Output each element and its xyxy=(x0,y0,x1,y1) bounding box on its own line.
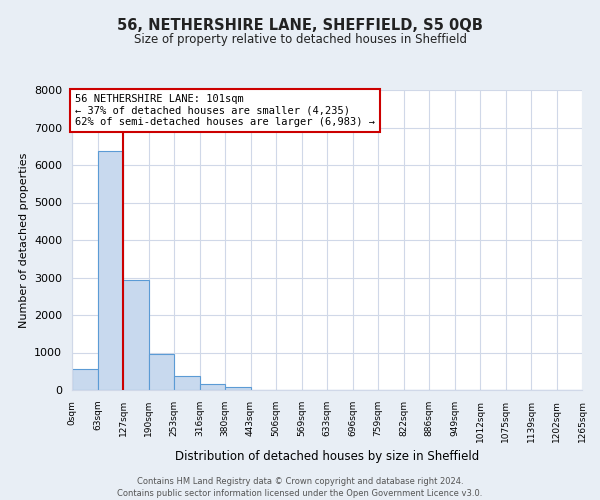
Bar xyxy=(199,384,225,390)
Bar xyxy=(149,354,174,390)
X-axis label: Distribution of detached houses by size in Sheffield: Distribution of detached houses by size … xyxy=(175,450,479,463)
Text: 56, NETHERSHIRE LANE, SHEFFIELD, S5 0QB: 56, NETHERSHIRE LANE, SHEFFIELD, S5 0QB xyxy=(117,18,483,32)
Text: 56 NETHERSHIRE LANE: 101sqm
← 37% of detached houses are smaller (4,235)
62% of : 56 NETHERSHIRE LANE: 101sqm ← 37% of det… xyxy=(75,94,375,127)
Bar xyxy=(225,387,251,390)
Bar xyxy=(123,280,149,390)
Text: Contains HM Land Registry data © Crown copyright and database right 2024.
Contai: Contains HM Land Registry data © Crown c… xyxy=(118,476,482,498)
Bar xyxy=(72,369,97,390)
Y-axis label: Number of detached properties: Number of detached properties xyxy=(19,152,29,328)
Text: Size of property relative to detached houses in Sheffield: Size of property relative to detached ho… xyxy=(133,32,467,46)
Bar xyxy=(97,151,123,390)
Bar xyxy=(174,376,199,390)
